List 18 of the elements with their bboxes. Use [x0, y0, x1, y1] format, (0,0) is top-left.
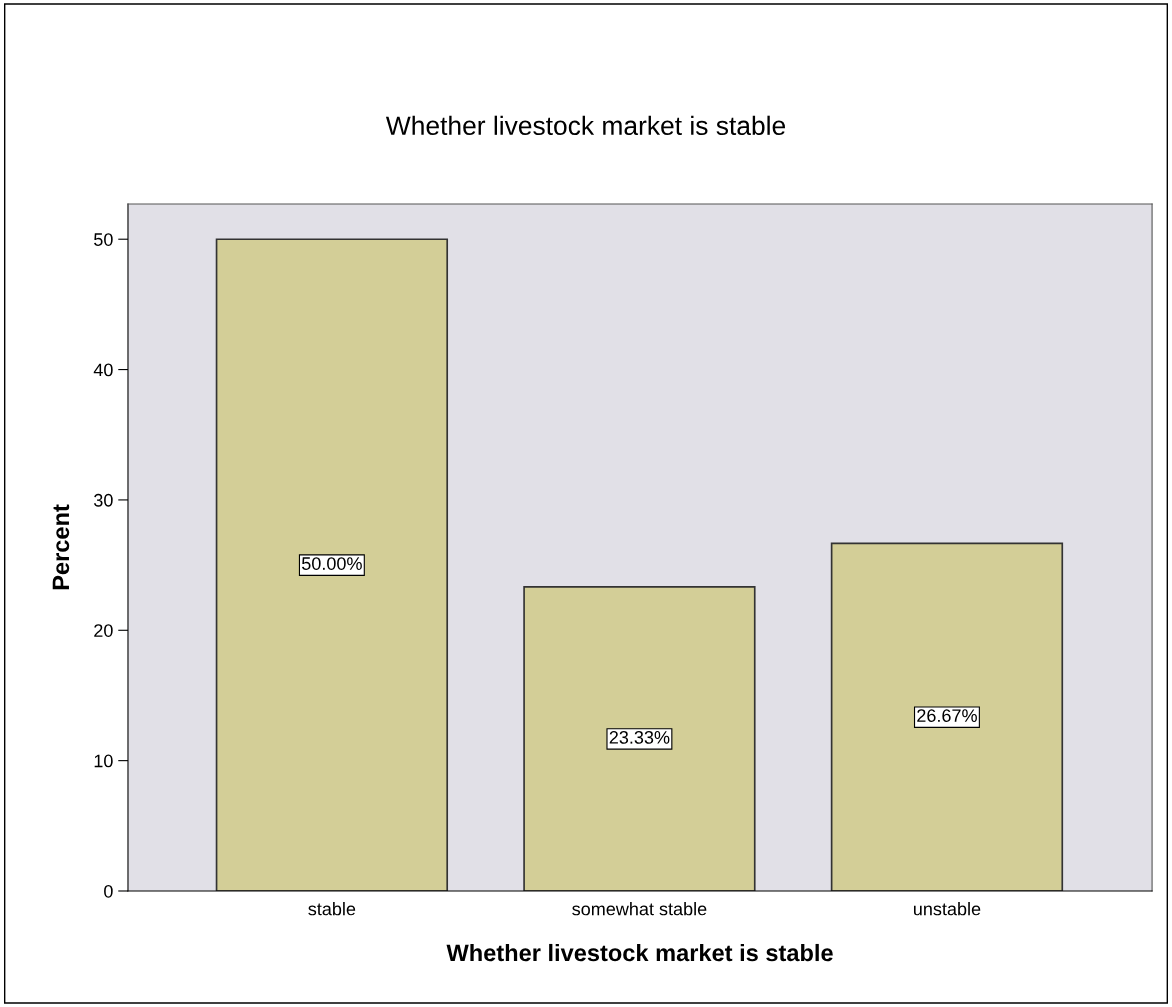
x-tick-label: stable: [308, 902, 356, 916]
y-tick-label: 30: [94, 493, 113, 507]
y-tick-label: 0: [104, 884, 113, 898]
y-axis-title: Percent: [52, 504, 70, 590]
data-label: 23.33%: [609, 730, 670, 744]
bar: [215, 238, 449, 891]
bar: [830, 542, 1064, 891]
data-label: 26.67%: [917, 709, 977, 723]
chart-title: Whether livestock market is stable: [385, 115, 786, 136]
y-tick-label: 40: [93, 363, 113, 377]
data-label: 50.00%: [301, 557, 362, 570]
y-tick-label: 10: [94, 754, 113, 768]
y-tick-label: 50: [94, 233, 113, 246]
x-tick-label: somewhat stable: [572, 902, 707, 916]
x-axis-title: Whether livestock market is stable: [446, 943, 833, 962]
y-tick-label: 20: [94, 624, 113, 637]
x-tick-label: unstable: [913, 902, 981, 916]
bar: [523, 586, 756, 891]
